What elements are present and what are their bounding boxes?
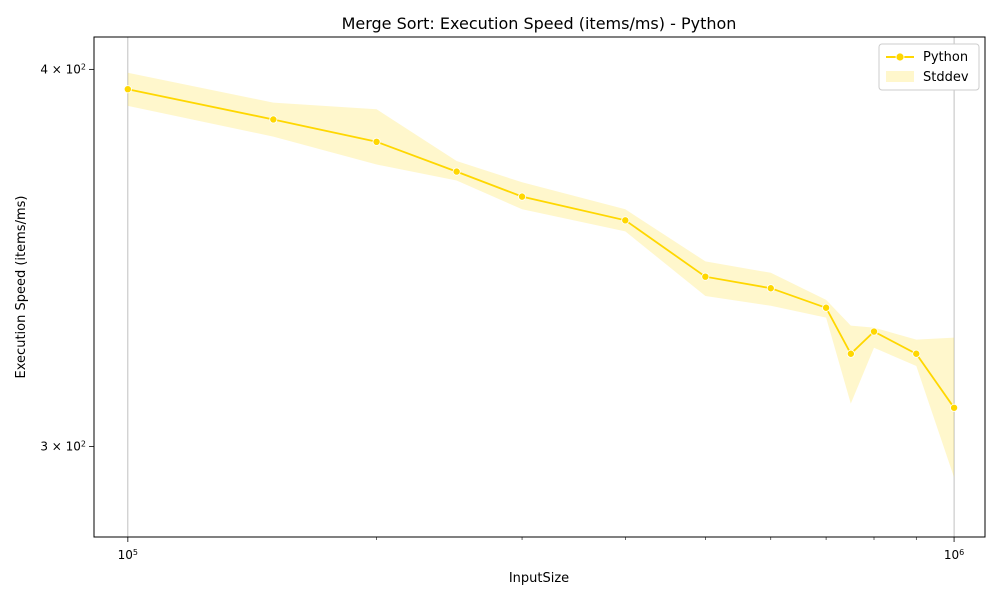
x-axis-ticks: 105 106 [118,537,964,563]
y-tick-label: 3 × 102 [40,439,86,454]
legend-band-swatch [886,71,914,82]
data-point [701,272,710,281]
data-point [621,216,630,225]
series-line-python [127,88,955,409]
data-point [912,349,921,358]
data-point [123,85,132,94]
data-point [846,349,855,358]
x-tick-label: 105 [118,548,138,563]
x-axis-title: InputSize [509,571,569,586]
chart-title: Merge Sort: Execution Speed (items/ms) -… [342,14,737,33]
data-point [518,192,527,201]
data-point [870,327,879,336]
stddev-band [127,72,955,478]
legend: Python Stddev [878,43,980,91]
y-tick-label: 4 × 102 [40,62,86,77]
legend-label-python: Python [923,50,968,65]
grid [127,37,955,537]
data-point [766,284,775,293]
legend-marker-swatch [895,52,905,62]
data-point [452,167,461,176]
y-axis-ticks: 3 × 102 4 × 102 [40,62,94,454]
data-point [822,303,831,312]
series-markers [123,85,959,412]
plot-frame [93,36,986,538]
y-axis-title: Execution Speed (items/ms) [14,196,29,379]
data-point [269,115,278,124]
legend-label-stddev: Stddev [923,70,969,85]
data-point [950,403,959,412]
x-tick-label: 106 [944,548,964,563]
data-point [372,137,381,146]
